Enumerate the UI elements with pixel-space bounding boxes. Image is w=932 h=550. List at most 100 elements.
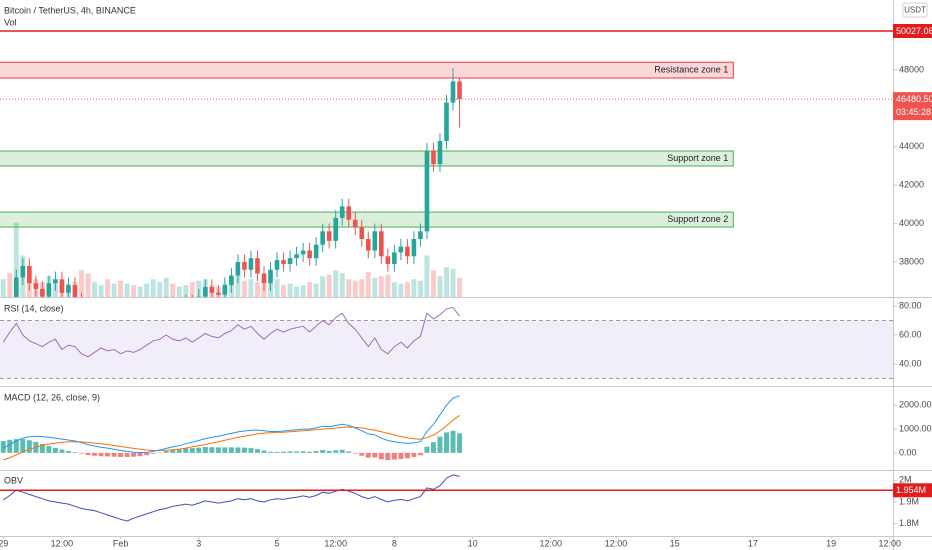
- y-tick-label: 2000.00: [899, 400, 932, 410]
- macd-histogram-bar: [196, 447, 202, 453]
- candle-body: [405, 246, 410, 257]
- volume-bar: [105, 279, 111, 297]
- macd-histogram-bar: [378, 452, 384, 460]
- volume-bar: [144, 283, 150, 297]
- zone: [0, 150, 734, 167]
- y-tick-label: 42000: [899, 180, 924, 190]
- volume-bar: [235, 271, 241, 297]
- macd-histogram-bar: [78, 452, 84, 454]
- candle-body: [450, 81, 456, 103]
- candle-body: [196, 296, 202, 297]
- candle-body: [203, 287, 208, 297]
- volume-bar: [307, 282, 313, 297]
- x-tick-label: 12:00: [878, 538, 901, 548]
- candle-body: [457, 81, 462, 100]
- currency-box[interactable]: [902, 2, 928, 18]
- candle-body: [27, 265, 32, 284]
- y-tick-label: 1000.00: [899, 423, 932, 433]
- macd-histogram-bar: [0, 440, 6, 453]
- macd-line: [3, 395, 460, 454]
- macd-histogram-bar: [163, 450, 169, 453]
- candle-body: [235, 262, 241, 276]
- macd-histogram-bar: [372, 452, 378, 458]
- volume-bar: [254, 282, 260, 297]
- macd-histogram-bar: [326, 450, 332, 453]
- macd-histogram-bar: [131, 452, 137, 457]
- x-tick-label: 3: [196, 538, 201, 548]
- macd-histogram-bar: [209, 447, 215, 453]
- volume-bar: [163, 277, 169, 297]
- macd-histogram-bar: [222, 447, 228, 453]
- candle-body: [177, 308, 182, 312]
- candle-body: [216, 292, 221, 295]
- macd-histogram-bar: [411, 452, 417, 457]
- level-label-box: [893, 23, 932, 38]
- candle-body: [313, 244, 319, 259]
- volume-bar: [281, 285, 287, 297]
- zone-label: Support zone 1: [667, 153, 728, 163]
- candle-body: [261, 273, 267, 284]
- volume-bar: [365, 271, 371, 297]
- volume-bar: [294, 286, 300, 297]
- macd-histogram-bar: [13, 439, 19, 453]
- volume-bar: [339, 273, 345, 297]
- level-label: 50027.06: [896, 26, 932, 36]
- volume-bar: [287, 283, 293, 297]
- volume-bar: [437, 276, 443, 297]
- macd-histogram-bar: [398, 452, 404, 460]
- macd-histogram-bar: [176, 449, 182, 453]
- x-tick-label: 10: [468, 538, 478, 548]
- candle-body: [294, 254, 299, 259]
- candle-body: [333, 217, 338, 241]
- candle-body: [385, 256, 391, 264]
- candle-body: [281, 260, 286, 264]
- y-tick-label: 40000: [899, 218, 924, 228]
- volume-bar: [150, 279, 156, 297]
- x-tick-label: 12:00: [51, 538, 74, 548]
- volume-bar: [98, 285, 104, 297]
- macd-histogram-bar: [261, 450, 267, 453]
- y-tick-label: 2M: [899, 475, 912, 485]
- volume-bar: [359, 279, 365, 297]
- candle-body: [53, 279, 58, 284]
- level-label: 1.954M: [896, 485, 926, 495]
- macd-histogram-bar: [430, 442, 436, 453]
- macd-histogram-bar: [385, 452, 391, 461]
- macd-histogram-bar: [215, 447, 221, 453]
- rsi-title: RSI (14, close): [4, 303, 64, 313]
- volume-bar: [7, 273, 13, 297]
- y-tick-label: 40.00: [899, 358, 922, 368]
- macd-histogram-bar: [189, 448, 195, 453]
- macd-histogram-bar: [274, 451, 280, 453]
- volume-bar: [183, 285, 189, 297]
- macd-histogram-bar: [105, 452, 111, 457]
- candle-body: [242, 262, 247, 270]
- volume-title: Vol: [4, 17, 17, 27]
- x-tick-label: 29: [0, 538, 8, 548]
- volume-bar: [137, 286, 143, 297]
- volume-bar: [444, 267, 449, 297]
- rsi-pane: [0, 306, 893, 379]
- volume-bar: [352, 280, 358, 297]
- obv-title: OBV: [4, 475, 23, 485]
- y-tick-label: 38000: [899, 256, 924, 266]
- volume-bar: [124, 283, 130, 297]
- candle-body: [307, 250, 312, 259]
- last-price-box: [893, 92, 932, 121]
- y-tick-label: 0.00: [899, 447, 917, 457]
- x-tick-label: 12:00: [324, 538, 347, 548]
- volume-bar: [85, 273, 91, 297]
- y-tick-label: 1.8M: [899, 518, 919, 528]
- macd-histogram-bar: [287, 451, 293, 453]
- macd-histogram-bar: [391, 452, 397, 460]
- volume-bar: [241, 280, 247, 297]
- level-label-box: [893, 483, 932, 498]
- candle-body: [268, 269, 273, 284]
- volume-bar: [13, 222, 19, 297]
- candle-body: [398, 246, 404, 253]
- candle-body: [379, 231, 384, 257]
- y-tick-label: 48000: [899, 64, 924, 74]
- volume-bar: [170, 283, 176, 297]
- candle-body: [346, 206, 352, 220]
- candle-body: [274, 260, 280, 270]
